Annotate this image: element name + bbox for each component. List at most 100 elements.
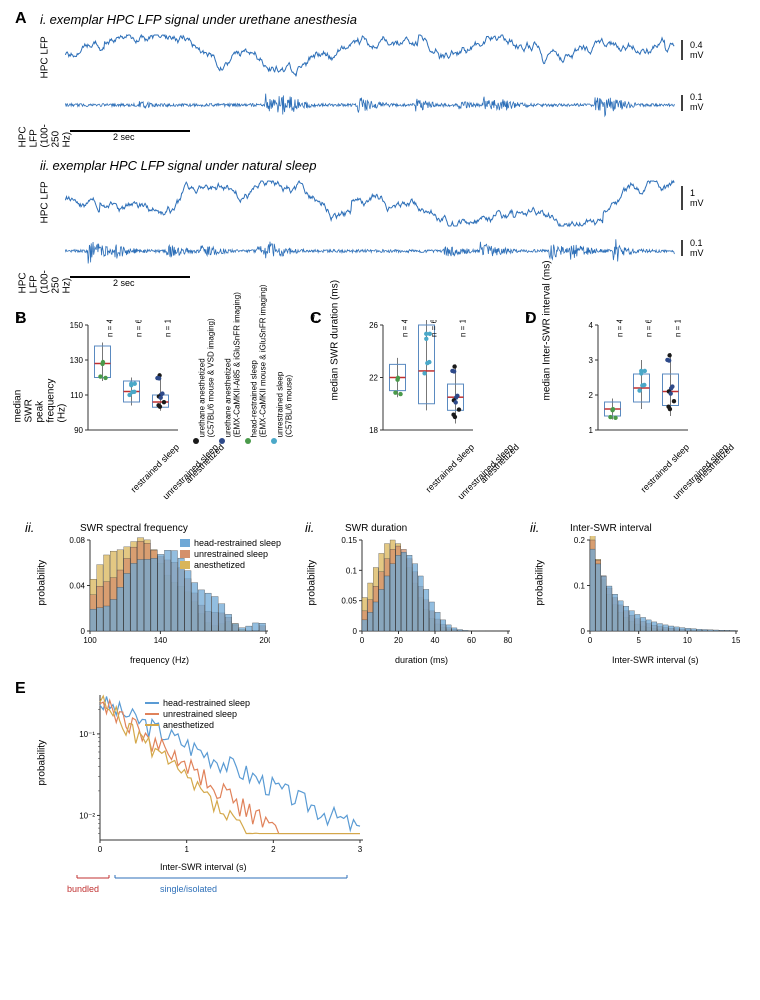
svg-text:20: 20 — [394, 636, 403, 645]
legend-label: (C57BL/6 mouse & VSD imaging) — [207, 318, 216, 437]
scale-a-ii-2-label: 0.1 mV — [690, 238, 704, 258]
hist-d: 00.10.2051015 — [560, 536, 740, 654]
hist-b-title: SWR spectral frequency — [80, 523, 188, 534]
panel-e-label: E — [15, 680, 26, 698]
legend-text: head-restrained sleep — [163, 698, 250, 708]
svg-text:0: 0 — [588, 636, 593, 645]
svg-text:110: 110 — [70, 391, 83, 400]
panel-d-ii-sublabel: ii. — [530, 520, 539, 535]
scale-a-i-2 — [680, 95, 688, 114]
trace-a-ii-raw — [65, 176, 675, 231]
svg-text:0.2: 0.2 — [574, 536, 586, 545]
legend-text: head-restrained sleep — [194, 538, 281, 548]
trace-a-ii-filt-ylabel: HPC LFP (100- 250 Hz) — [18, 264, 73, 294]
svg-text:n = 4: n = 4 — [616, 320, 625, 337]
e-legend-item: head-restrained sleep — [145, 698, 250, 708]
box-category-label: anesthetized — [182, 442, 225, 485]
svg-text:150: 150 — [70, 321, 84, 330]
trace-a-i-filt-ylabel: HPC LFP (100- 250 Hz) — [18, 118, 73, 148]
svg-text:90: 90 — [74, 426, 83, 435]
legend-dot — [193, 438, 199, 444]
plot-e-ylabel: probability — [37, 766, 48, 786]
svg-text:n = 6: n = 6 — [430, 320, 439, 337]
panel-c-label: C — [310, 310, 322, 328]
box-b-ylabel: median SWR peak frequency (Hz) — [13, 393, 68, 423]
hist-c-xlabel: duration (ms) — [395, 655, 448, 665]
legend-dot — [219, 438, 225, 444]
hist-legend-item: anesthetized — [180, 560, 281, 570]
svg-text:4: 4 — [589, 321, 594, 330]
svg-text:0.08: 0.08 — [69, 536, 85, 545]
svg-text:0.04: 0.04 — [69, 582, 85, 591]
legend-text: anesthetized — [194, 560, 245, 570]
legend-text: anesthetized — [163, 720, 214, 730]
hist-c-ylabel: probability — [307, 586, 318, 606]
svg-text:130: 130 — [70, 356, 84, 365]
svg-text:140: 140 — [154, 636, 168, 645]
legend-label: urethane anesthetized — [198, 358, 207, 437]
panel-a-i-sublabel: i. — [40, 12, 47, 27]
plot-e-legend: head-restrained sleepunrestrained sleepa… — [145, 698, 250, 731]
legend-line — [145, 724, 159, 726]
trace-a-i-raw-ylabel: HPC LFP — [40, 49, 51, 79]
svg-text:0.15: 0.15 — [341, 536, 357, 545]
timebar-a-ii-label: 2 sec — [113, 278, 135, 288]
svg-text:26: 26 — [369, 321, 378, 330]
panel-a-i-title: exemplar HPC LFP signal under urethane a… — [50, 12, 357, 27]
scale-a-ii-1-label: 1 mV — [690, 188, 704, 208]
plot-e-xlabel: Inter-SWR interval (s) — [160, 862, 247, 872]
svg-text:1: 1 — [589, 426, 594, 435]
svg-text:0: 0 — [98, 845, 103, 854]
legend-label: (EMX-CaMKII-Ai85 & iGluSnFR imaging) — [233, 292, 242, 437]
legend-text: unrestrained sleep — [163, 709, 237, 719]
svg-text:100: 100 — [83, 636, 97, 645]
svg-text:0: 0 — [360, 636, 365, 645]
panel-d-label: D — [525, 310, 537, 328]
hist-d-ylabel: probability — [535, 586, 546, 606]
svg-text:0: 0 — [81, 627, 86, 636]
legend-swatch — [180, 561, 190, 569]
svg-text:60: 60 — [467, 636, 476, 645]
legend-swatch — [180, 539, 190, 547]
svg-text:10⁻²: 10⁻² — [79, 811, 95, 820]
svg-text:0: 0 — [581, 627, 586, 636]
box-c-ylabel: median SWR duration (ms) — [330, 371, 341, 401]
svg-text:10⁻¹: 10⁻¹ — [79, 730, 95, 739]
timebar-a-i-label: 2 sec — [113, 132, 135, 142]
svg-text:18: 18 — [369, 426, 378, 435]
scale-a-i-1-label: 0.4 mV — [690, 40, 704, 60]
trace-a-i-filtered — [65, 88, 675, 123]
hist-legend: head-restrained sleepunrestrained sleepa… — [180, 538, 281, 571]
hist-c: 00.050.10.15020406080 — [332, 536, 512, 654]
boxplot-b: 90110130150n = 4n = 6n = 10 — [60, 320, 180, 443]
boxplot-c: 18 22 26 n = 4 n = 6 n = 10 — [355, 320, 475, 443]
svg-text:0.1: 0.1 — [346, 566, 358, 575]
legend-label: unrestrained sleep — [276, 372, 285, 438]
legend-text: unrestrained sleep — [194, 549, 268, 559]
legend-line — [145, 702, 159, 704]
hist-legend-item: head-restrained sleep — [180, 538, 281, 548]
e-legend-item: unrestrained sleep — [145, 709, 250, 719]
hist-b-xlabel: frequency (Hz) — [130, 655, 189, 665]
svg-text:22: 22 — [369, 374, 378, 383]
svg-text:n = 6: n = 6 — [135, 320, 144, 337]
svg-text:n = 4: n = 4 — [401, 320, 410, 337]
trace-a-ii-raw-ylabel: HPC LFP — [40, 194, 51, 224]
legend-label: urethane anesthetized — [224, 358, 233, 437]
hist-legend-item: unrestrained sleep — [180, 549, 281, 559]
scale-a-i-2-label: 0.1 mV — [690, 92, 704, 112]
svg-text:2: 2 — [589, 391, 594, 400]
e-bundled-label: bundled — [67, 884, 99, 894]
svg-text:80: 80 — [504, 636, 512, 645]
boxplot-d: 1234n = 4n = 6n = 10 — [570, 320, 690, 443]
panel-b-label: B — [15, 310, 27, 328]
svg-text:5: 5 — [636, 636, 641, 645]
svg-text:n = 10: n = 10 — [674, 320, 683, 337]
panel-a-label: A — [15, 10, 27, 28]
svg-text:0.1: 0.1 — [574, 582, 586, 591]
svg-text:n = 10: n = 10 — [459, 320, 468, 337]
hist-c-title: SWR duration — [345, 523, 407, 534]
hist-d-title: Inter-SWR interval — [570, 523, 652, 534]
svg-text:2: 2 — [271, 845, 276, 854]
e-legend-item: anesthetized — [145, 720, 250, 730]
